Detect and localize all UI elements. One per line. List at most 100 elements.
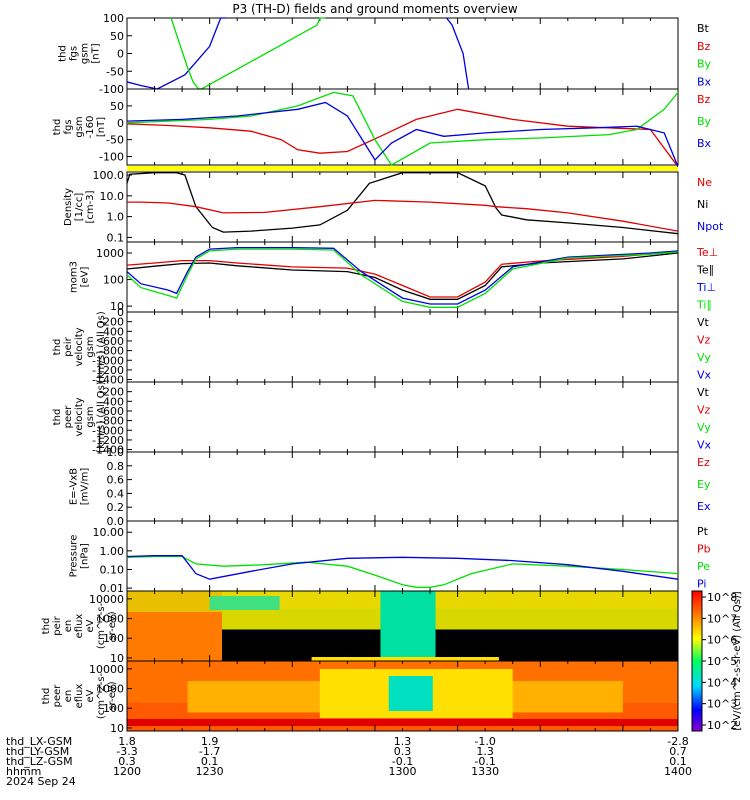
legend-ti∥: Ti∥: [696, 299, 712, 312]
series-group: [127, 172, 678, 235]
series-ne-line: [127, 199, 678, 232]
x-row-value: 0.1: [201, 755, 219, 768]
y-tick-label: 0.10: [100, 563, 125, 576]
x-row-value: 0.1: [669, 755, 687, 768]
status-bar: [127, 166, 678, 171]
y-tick-label: -50: [106, 134, 124, 147]
x-row-value: -1.0: [474, 735, 495, 748]
x-row-value: 1.3: [394, 735, 412, 748]
y-axis-label: en: [63, 620, 74, 633]
y-axis-label: [nT]: [91, 43, 102, 63]
y-tick-label: 1000: [96, 683, 124, 696]
colorbar-tick-label: 10^7: [707, 612, 737, 625]
y-tick-label: 10000: [89, 593, 124, 606]
y-tick-label: 0: [117, 48, 124, 61]
series-bz-line: [127, 108, 678, 168]
y-axis-label: (cm^2-s-: [96, 602, 107, 649]
x-row-value: 1.3: [476, 745, 494, 758]
y-axis-label: thd: [52, 409, 63, 426]
y-axis-label: eV: [85, 619, 96, 632]
y-tick-label: 100: [103, 632, 124, 645]
legend-vx: Vx: [697, 439, 712, 452]
y-axis-label: peer: [63, 405, 74, 429]
y-axis-label: (cm^2-s-: [96, 672, 107, 719]
x-row-value: 0.3: [394, 745, 412, 758]
y-tick-label: -1400: [92, 444, 124, 457]
colorbar: 10^8 10^7 10^6 10^5 10^4 10^3 10^2[eV/(cm^2-s-…: [691, 590, 743, 732]
y-tick-label: -400: [99, 395, 124, 408]
x-row-label: thd_LY-GSM: [6, 745, 69, 758]
y-tick-label: -600: [99, 405, 124, 418]
y-axis-label: Density: [63, 188, 74, 226]
series-group: [127, 246, 678, 308]
colorbar-label: [eV/(cm^2-s-sr-eV) (All Qs)]: [732, 591, 743, 730]
series-te-line: [127, 251, 678, 298]
y-tick-label: -400: [99, 325, 124, 338]
y-tick-label: -600: [99, 335, 124, 348]
y-axis-label: en: [63, 690, 74, 703]
y-tick-label: 0: [117, 306, 124, 319]
y-axis-label: [km/s] (All Qs): [96, 311, 107, 383]
y-tick-label: 1.0: [107, 211, 125, 224]
legend-vx: Vx: [697, 369, 712, 382]
y-tick-label: 100: [103, 702, 124, 715]
legend-pb: Pb: [697, 543, 711, 556]
panel-frame: [126, 311, 679, 383]
legend-ex: Ex: [697, 500, 711, 513]
y-tick-label: 10000: [89, 663, 124, 676]
x-row-label: thd_LX-GSM: [6, 735, 72, 748]
y-axis-label: fgs: [63, 119, 74, 134]
y-axis-label: Pressure: [69, 535, 80, 578]
y-tick-label: 10.0: [100, 190, 125, 203]
y-tick-label: -800: [99, 345, 124, 358]
legend-ni: Ni: [697, 198, 708, 211]
x-row-value: 0.3: [118, 755, 136, 768]
legend-by: By: [697, 115, 712, 128]
y-axis-label: sr-eV): [107, 611, 118, 640]
colorbar-tick-label: 10^5: [707, 655, 737, 668]
y-axis-label: [mV/m]: [80, 468, 91, 506]
series-group: [127, 17, 470, 90]
x-row-label: hhmm: [6, 765, 41, 778]
series-bx-line: [127, 17, 227, 90]
y-tick-label: -800: [99, 415, 124, 428]
spectrogram-central-column: [388, 676, 433, 711]
legend-ne: Ne: [697, 176, 712, 189]
x-row-value: -3.3: [116, 745, 137, 758]
panel-5: 0-200-400-600-800-1000-1200-1400 thd peir v…: [52, 306, 712, 387]
y-tick-label: 1.00: [100, 545, 125, 558]
series-ti-line: [127, 246, 678, 305]
y-axis-label: gsm: [85, 336, 96, 357]
y-tick-label: 0: [117, 117, 124, 130]
panel-2: 50 0 -50 -100 thd fgs gsm -160 [nT] Bz By Bx: [52, 88, 712, 171]
series-group: [127, 555, 678, 588]
y-axis-label: eflux: [74, 684, 85, 709]
colorbar-tick-label: 10^4: [707, 676, 737, 689]
y-tick-label: 0.01: [100, 582, 125, 595]
y-axis-label: eV: [85, 689, 96, 702]
panel-7: 1.00.80.60.40.20.0 E=-VxB [mV/m] Ez Ey Ex: [69, 446, 711, 528]
spectrogram-9: [127, 591, 678, 661]
y-tick-label: 50: [110, 30, 124, 43]
figure-title: P3 (TH-D) fields and ground moments over…: [232, 2, 517, 16]
y-tick-label: 100: [103, 12, 124, 25]
y-tick-label: 100: [103, 274, 124, 287]
colorbar-tick-label: 10^8: [707, 591, 737, 604]
y-tick-label: -100: [99, 83, 124, 96]
panel-frame: [126, 451, 679, 522]
y-axis-label: peir: [63, 336, 74, 356]
y-axis-label: eflux: [74, 614, 85, 639]
x-row-value: 1.8: [118, 735, 136, 748]
legend-pt: Pt: [697, 525, 709, 538]
y-tick-label: -1200: [92, 364, 124, 377]
y-axis-label: gsm: [80, 43, 91, 64]
colorbar-tick-label: 10^3: [707, 698, 737, 711]
y-axis-label: E=-VxB: [69, 468, 80, 505]
y-axis-label: thd: [58, 45, 69, 62]
y-tick-label: -1400: [92, 374, 124, 387]
legend-ey: Ey: [697, 478, 711, 491]
series-pe-line: [127, 555, 678, 588]
x-row-value: -2.8: [667, 735, 688, 748]
